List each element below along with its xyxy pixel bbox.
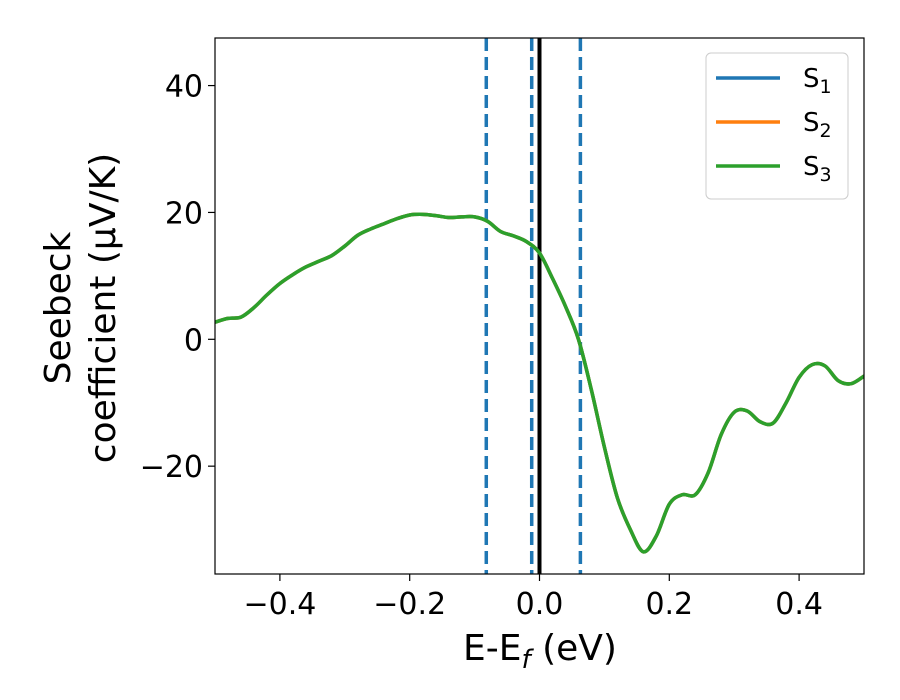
x-axis-label: E-Ef (eV) xyxy=(463,628,617,675)
x-axis-ticks: −0.4 −0.2 0.0 0.2 0.4 xyxy=(243,574,823,622)
y-tick-label: 20 xyxy=(165,196,203,231)
y-axis-label: Seebeck coefficient (μV/K) xyxy=(38,153,124,463)
x-tick-label: 0.2 xyxy=(645,587,693,622)
x-tick-label: 0.0 xyxy=(516,587,564,622)
y-tick-label: 40 xyxy=(165,70,203,105)
y-axis-label-line2: coefficient (μV/K) xyxy=(83,153,124,463)
x-tick-label: −0.4 xyxy=(243,587,316,622)
x-axis-label-unit: (eV) xyxy=(531,628,617,669)
legend-label-s3: S3 xyxy=(803,152,832,186)
x-axis-label-main: E-E xyxy=(463,628,521,669)
series-line-s3 xyxy=(215,212,864,554)
x-tick-label: −0.2 xyxy=(373,587,446,622)
vertical-lines xyxy=(484,38,583,574)
y-axis-ticks: −20 0 20 40 xyxy=(140,70,215,485)
legend: S1 S2 S3 xyxy=(705,52,849,200)
y-tick-label: −20 xyxy=(140,450,203,485)
series-layer xyxy=(215,212,864,554)
legend-box xyxy=(705,52,849,200)
y-tick-label: 0 xyxy=(184,323,203,358)
legend-label-s1: S1 xyxy=(803,64,832,98)
y-axis-label-line1: Seebeck xyxy=(38,231,79,384)
legend-label-s2: S2 xyxy=(803,108,832,142)
x-tick-label: 0.4 xyxy=(775,587,823,622)
